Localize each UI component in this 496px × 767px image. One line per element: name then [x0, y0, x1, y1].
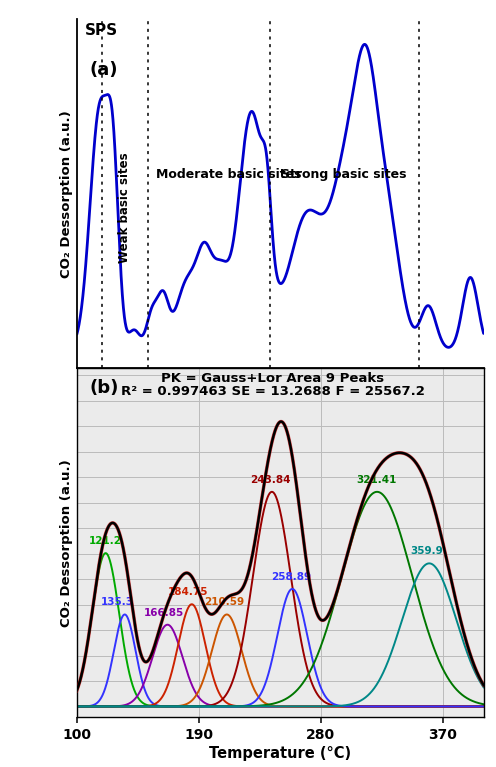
- X-axis label: Temperature (°C): Temperature (°C): [209, 396, 351, 411]
- Text: 243.84: 243.84: [250, 475, 291, 485]
- Y-axis label: CO₂ Dessorption (a.u.): CO₂ Dessorption (a.u.): [60, 110, 73, 278]
- X-axis label: Temperature (°C): Temperature (°C): [209, 746, 351, 761]
- Text: PK = Gauss+Lor Area 9 Peaks: PK = Gauss+Lor Area 9 Peaks: [161, 373, 384, 385]
- Text: 359.9: 359.9: [410, 546, 443, 556]
- Text: (a): (a): [89, 61, 118, 79]
- Text: 184.75: 184.75: [168, 587, 208, 597]
- Text: Weak basic sites: Weak basic sites: [118, 153, 131, 263]
- Text: SPS: SPS: [85, 23, 118, 38]
- Text: R² = 0.997463 SE = 13.2688 F = 25567.2: R² = 0.997463 SE = 13.2688 F = 25567.2: [121, 385, 425, 397]
- Y-axis label: CO₂ Dessorption (a.u.): CO₂ Dessorption (a.u.): [60, 459, 73, 627]
- Text: 210.59: 210.59: [204, 597, 245, 607]
- Text: 135.3: 135.3: [101, 597, 134, 607]
- Text: 121.2: 121.2: [89, 536, 122, 546]
- Text: 166.85: 166.85: [143, 607, 184, 617]
- Text: 321.41: 321.41: [356, 475, 397, 485]
- Text: 258.89: 258.89: [271, 572, 311, 582]
- Text: Strong basic sites: Strong basic sites: [281, 168, 407, 181]
- Text: Moderate basic sites: Moderate basic sites: [156, 168, 302, 181]
- Text: (b): (b): [89, 379, 119, 397]
